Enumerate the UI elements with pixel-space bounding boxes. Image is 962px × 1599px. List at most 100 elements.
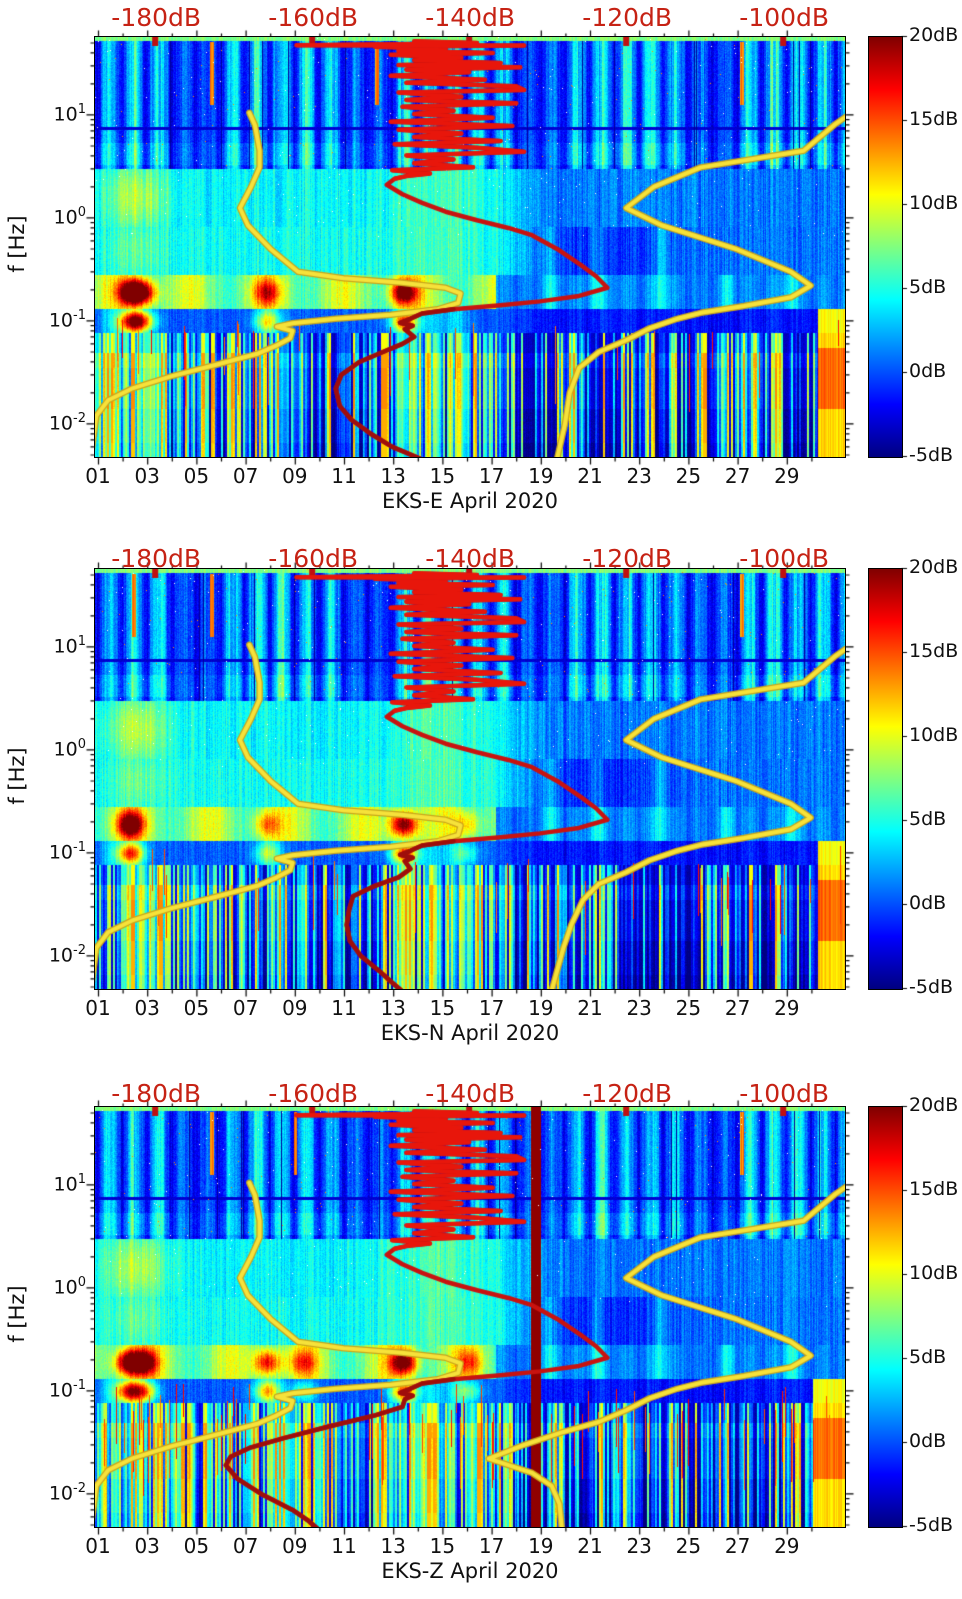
y-tick-base: 10 [48, 412, 74, 435]
top-axis-label: -140dB [425, 3, 516, 32]
y-tick-label: 10-1 [34, 840, 86, 863]
x-tick-label: 17 [478, 464, 505, 488]
colorbar-tick-label: 10dB [909, 192, 959, 214]
x-tick-label: 17 [478, 1534, 505, 1558]
top-db-axis: -180dB -160dB -140dB -120dB -100dB [0, 3, 962, 33]
x-tick-label: 11 [331, 1534, 357, 1558]
y-tick-base: 10 [53, 635, 78, 658]
y-tick-exponent: 0 [77, 1274, 86, 1290]
x-tick-label: 11 [331, 464, 357, 488]
y-tick-exponent: 0 [77, 204, 86, 220]
colorbar-tick-label: 20dB [909, 556, 959, 578]
y-tick-exponent: 0 [77, 736, 86, 752]
colorbar-tick-label: 0dB [909, 892, 947, 914]
top-axis-label: -120dB [582, 3, 673, 32]
top-axis-label: -160dB [268, 1079, 359, 1108]
x-tick-label: 15 [429, 464, 456, 488]
x-tick-label: 17 [478, 996, 505, 1020]
y-tick-base: 10 [48, 309, 74, 332]
colorbar-tick-label: 20dB [909, 24, 959, 46]
y-tick-base: 10 [48, 1482, 74, 1505]
x-tick-label: 01 [85, 996, 111, 1020]
x-tick-label: 03 [134, 996, 160, 1020]
x-tick-label: 29 [774, 996, 800, 1020]
y-tick-base: 10 [53, 1173, 78, 1196]
y-tick-label: 10-1 [34, 308, 86, 331]
y-tick-base: 10 [48, 1379, 74, 1402]
colorbar-tick-label: 5dB [909, 808, 947, 830]
colorbar [868, 568, 903, 990]
x-tick-label: 27 [724, 464, 751, 488]
y-axis-title: f [Hz] [5, 169, 29, 319]
x-tick-label: 23 [626, 464, 652, 488]
x-tick-label: 29 [774, 464, 800, 488]
y-tick-label: 100 [34, 205, 86, 228]
y-tick-label: 100 [34, 1275, 86, 1298]
x-tick-label: 21 [577, 996, 603, 1020]
x-tick-label: 05 [183, 1534, 210, 1558]
x-tick-label: 23 [626, 996, 652, 1020]
top-axis-label: -100dB [739, 1079, 830, 1108]
top-axis-label: -100dB [739, 3, 830, 32]
y-tick-exponent: 1 [77, 633, 86, 649]
y-axis-title: f [Hz] [5, 701, 29, 851]
y-tick-label: 10-2 [34, 943, 86, 966]
y-tick-label: 101 [34, 634, 86, 657]
y-tick-exponent: -1 [73, 1377, 86, 1393]
x-tick-label: 09 [282, 1534, 308, 1558]
colorbar-tick-label: -5dB [909, 444, 954, 466]
colorbar-tick-label: 0dB [909, 1430, 947, 1452]
y-axis-title-text: f [Hz] [5, 215, 29, 273]
top-db-axis: -180dB -160dB -140dB -120dB -100dB [0, 1079, 962, 1109]
x-tick-label: 27 [724, 1534, 751, 1558]
colorbar [868, 36, 903, 458]
y-tick-exponent: -2 [73, 410, 86, 426]
x-tick-label: 29 [774, 1534, 800, 1558]
colorbar-tick-label: 10dB [909, 1262, 959, 1284]
top-axis-label: -140dB [425, 1079, 516, 1108]
x-tick-label: 13 [380, 996, 406, 1020]
y-tick-base: 10 [48, 841, 74, 864]
y-tick-label: 100 [34, 737, 86, 760]
x-tick-label: 01 [85, 464, 111, 488]
panel-eks-e: -180dB -160dB -140dB -120dB -100dB f [Hz] 10… [0, 0, 962, 533]
plot-area [94, 568, 846, 990]
y-tick-label: 101 [34, 1172, 86, 1195]
plot-area [94, 36, 846, 458]
colorbar [868, 1106, 903, 1528]
x-tick-label: 25 [675, 996, 702, 1020]
x-tick-label: 21 [577, 1534, 603, 1558]
colorbar-tick-label: 20dB [909, 1094, 959, 1116]
x-tick-label: 07 [232, 1534, 259, 1558]
colorbar-tick-label: 15dB [909, 640, 959, 662]
colorbar-tick-label: 15dB [909, 1178, 959, 1200]
x-axis-title: EKS-E April 2020 [381, 489, 558, 513]
y-tick-base: 10 [53, 1276, 78, 1299]
y-tick-base: 10 [53, 738, 78, 761]
y-tick-exponent: -2 [73, 942, 86, 958]
spectrogram-canvas [95, 37, 845, 457]
y-tick-label: 10-1 [34, 1378, 86, 1401]
colorbar-tick-label: 0dB [909, 360, 947, 382]
y-axis-title-text: f [Hz] [5, 747, 29, 805]
x-tick-label: 19 [528, 464, 554, 488]
plot-area [94, 1106, 846, 1528]
x-tick-label: 05 [183, 996, 210, 1020]
y-tick-base: 10 [48, 944, 74, 967]
x-tick-label: 03 [134, 464, 160, 488]
y-tick-exponent: -2 [73, 1480, 86, 1496]
y-tick-exponent: 1 [77, 1171, 86, 1187]
x-tick-label: 15 [429, 996, 456, 1020]
x-tick-label: 25 [675, 1534, 702, 1558]
x-tick-label: 27 [724, 996, 751, 1020]
y-axis-title: f [Hz] [5, 1239, 29, 1389]
colorbar-tick-label: 10dB [909, 724, 959, 746]
x-tick-label: 01 [85, 1534, 111, 1558]
spectrogram-canvas [95, 569, 845, 989]
x-tick-label: 05 [183, 464, 210, 488]
spectrogram-canvas [95, 1107, 845, 1527]
x-tick-label: 25 [675, 464, 702, 488]
colorbar-tick-label: 15dB [909, 108, 959, 130]
top-axis-label: -160dB [268, 3, 359, 32]
